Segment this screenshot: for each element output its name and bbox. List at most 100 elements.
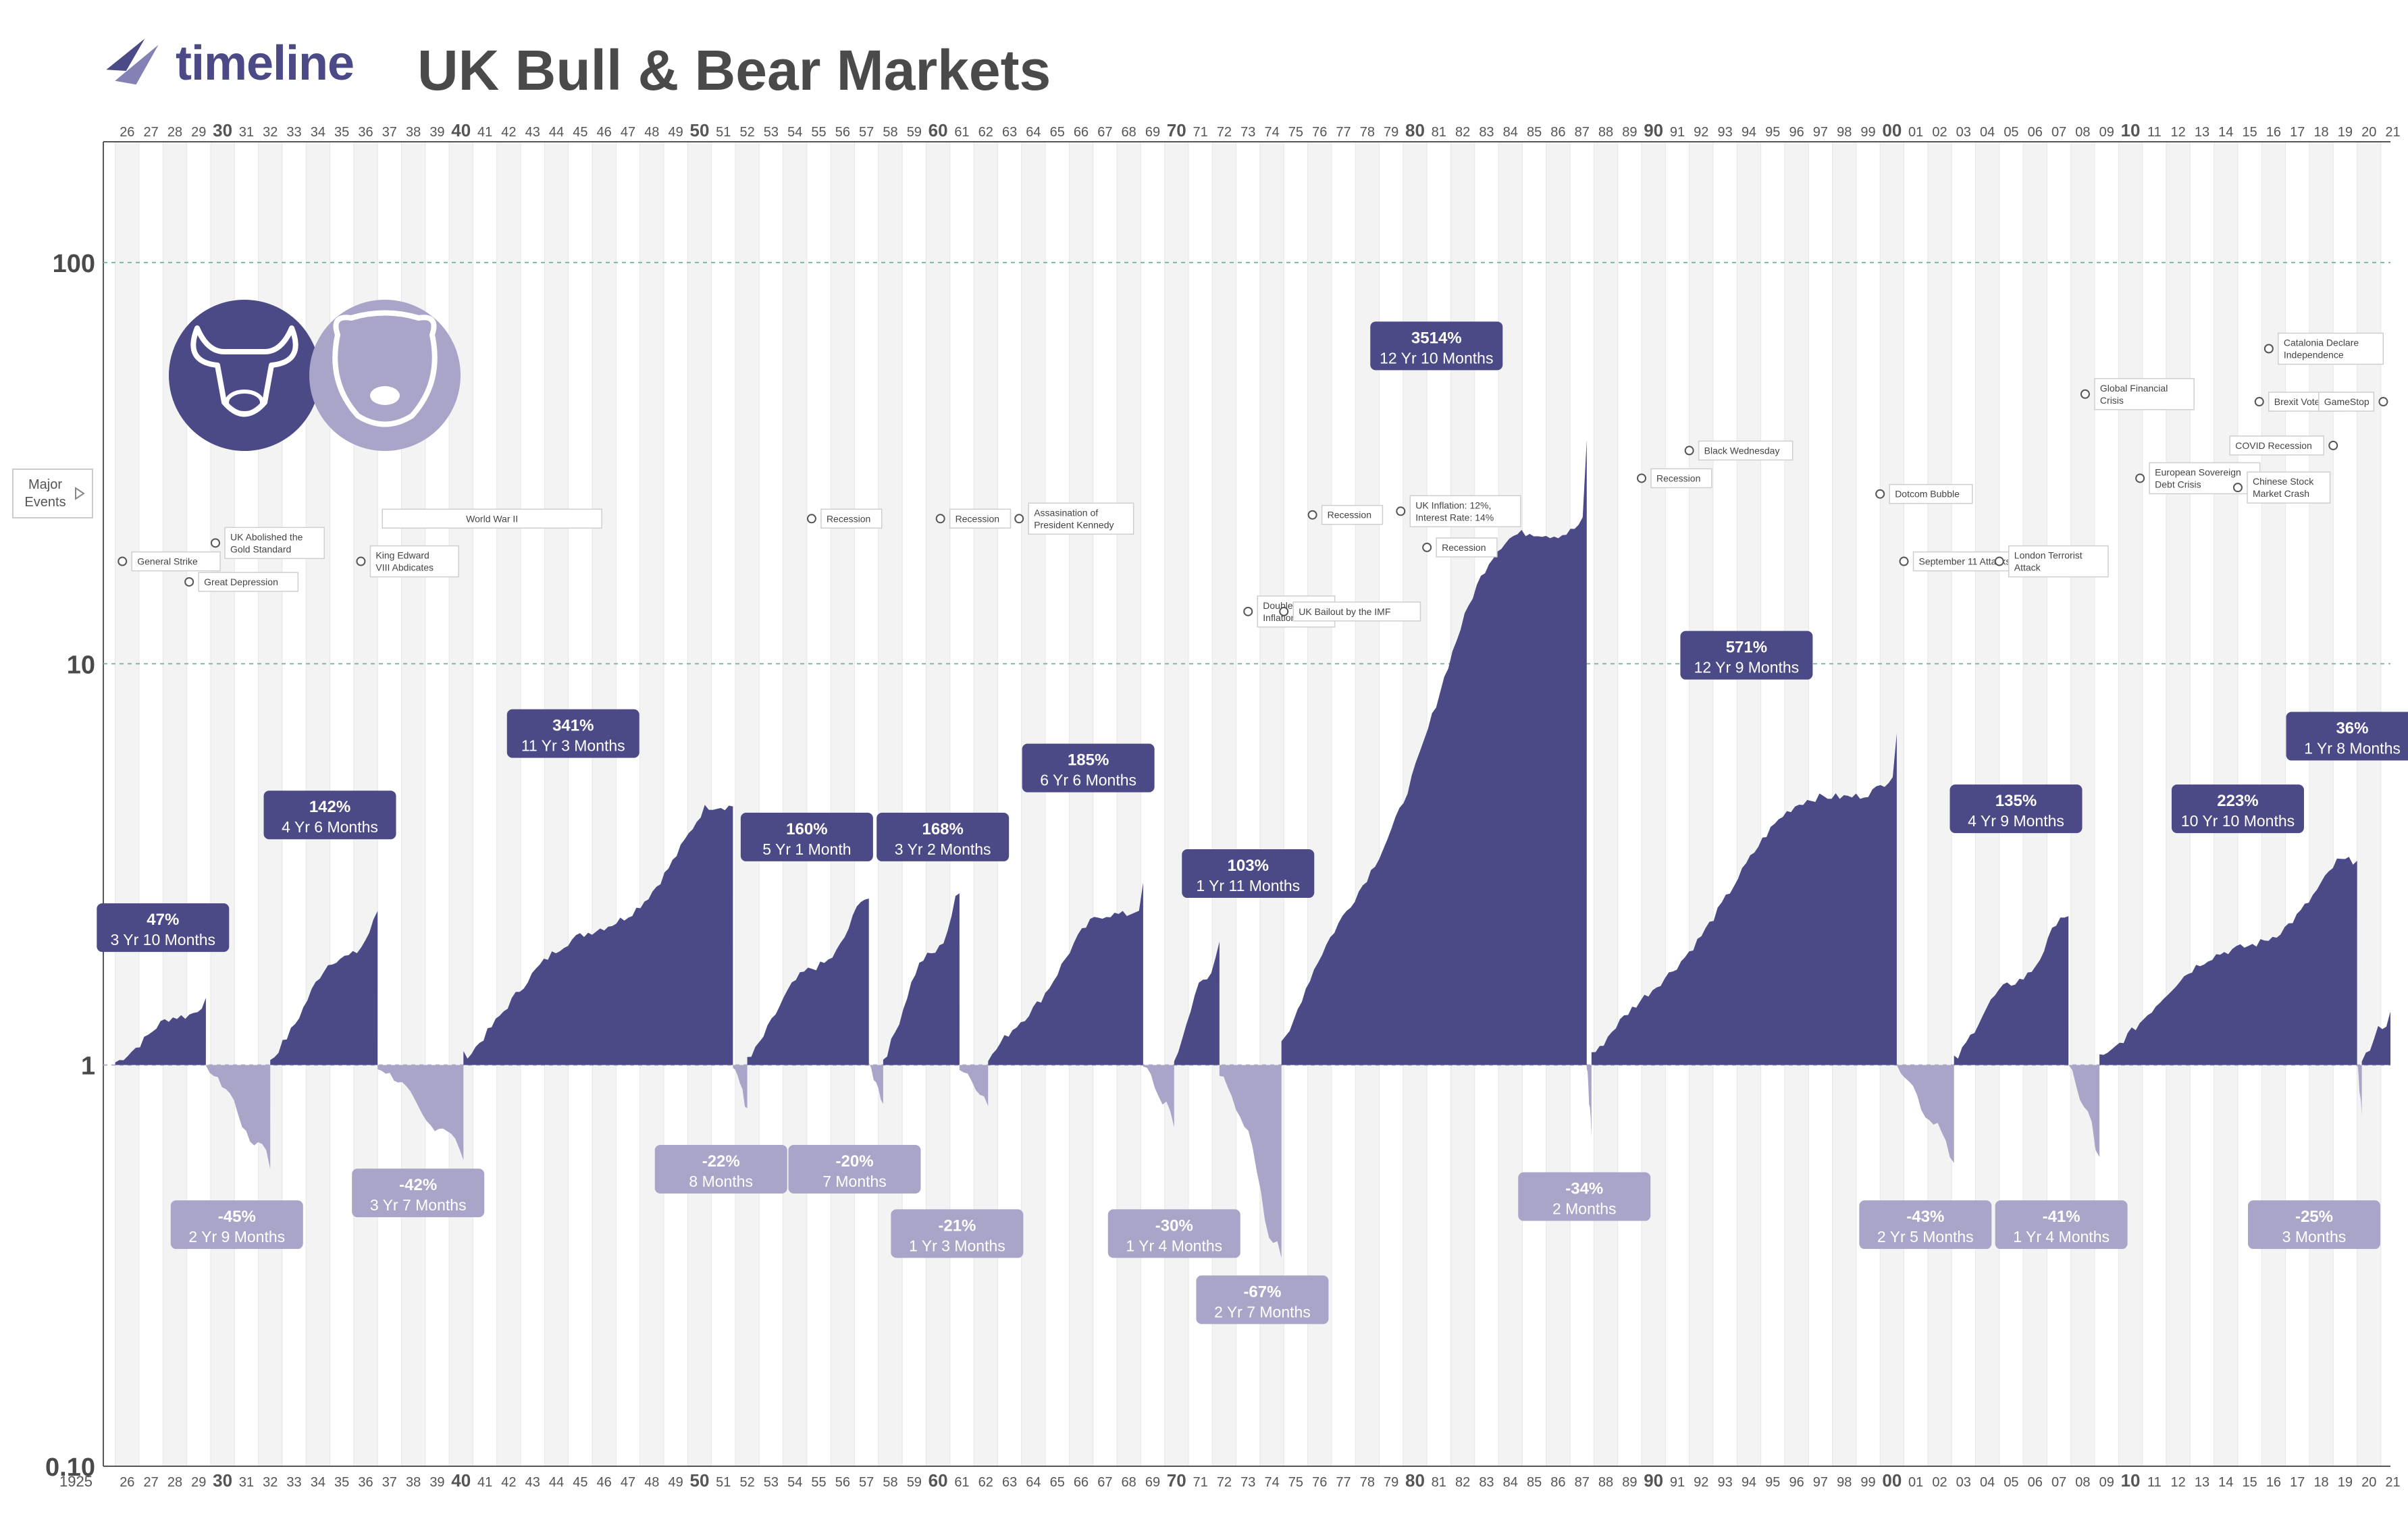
market-duration: 1 Yr 4 Months [1126, 1237, 1222, 1254]
x-tick-label-bottom: 09 [2099, 1475, 2114, 1490]
bull-market-label: 103% 1 Yr 11 Months [1182, 849, 1315, 899]
x-tick-label-bottom: 16 [2266, 1475, 2281, 1490]
x-tick-label-top: 84 [1503, 125, 1518, 140]
x-tick-label-top: 21 [2385, 125, 2400, 140]
event-text: UK Bailout by the IMF [1299, 606, 1390, 617]
event-text: King Edward [375, 550, 429, 561]
x-tick-label-bottom: 71 [1193, 1475, 1208, 1490]
x-tick-label-bottom: 84 [1503, 1475, 1518, 1490]
market-duration: 1 Yr 4 Months [2013, 1228, 2110, 1245]
x-tick-label-top: 05 [2004, 125, 2018, 140]
event-annotation: Recession [1307, 504, 1384, 525]
x-tick-label-bottom: 40 [451, 1470, 471, 1491]
x-tick-label-top: 89 [1622, 125, 1637, 140]
x-tick-label-top: 81 [1432, 125, 1446, 140]
x-tick-label-bottom: 83 [1479, 1475, 1494, 1490]
x-tick-label-top: 43 [525, 125, 540, 140]
x-tick-label-bottom: 92 [1694, 1475, 1708, 1490]
x-tick-label-top: 98 [1837, 125, 1852, 140]
x-tick-label-bottom: 13 [2195, 1475, 2209, 1490]
bear-nose [370, 386, 400, 405]
x-tick-label-top: 26 [120, 125, 134, 140]
play-icon [75, 487, 85, 500]
x-tick-label-bottom: 81 [1432, 1475, 1446, 1490]
market-duration: 4 Yr 6 Months [282, 818, 378, 836]
label-box [1949, 784, 2083, 834]
x-tick-label-top: 50 [689, 120, 709, 140]
event-annotation: Catalonia Declare Independence [2263, 332, 2384, 365]
event-marker [117, 556, 128, 566]
event-box [224, 527, 325, 560]
x-tick-label-top: 67 [1097, 125, 1112, 140]
year-band [1117, 142, 1141, 1466]
year-band [831, 142, 855, 1466]
year-band [1212, 142, 1236, 1466]
event-marker [2080, 389, 2090, 399]
event-box [1409, 495, 1521, 528]
event-box [131, 551, 221, 572]
label-box [1680, 631, 1813, 680]
x-tick-label-bottom: 52 [739, 1475, 754, 1490]
market-change: 103% [1228, 857, 1269, 875]
year-band [1069, 142, 1093, 1466]
year-band [1689, 142, 1713, 1466]
market-change: 341% [552, 717, 594, 735]
event-text: Brexit Vote [2274, 396, 2320, 407]
bear-market-label: -42% 3 Yr 7 Months [352, 1169, 485, 1218]
x-tick-label-bottom: 58 [883, 1475, 897, 1490]
event-annotation: Recession [1422, 537, 1498, 558]
x-tick-label-bottom: 95 [1765, 1475, 1780, 1490]
bear-market-label: -45% 2 Yr 9 Months [170, 1200, 303, 1250]
bear-market-label: -21% 1 Yr 3 Months [891, 1209, 1024, 1258]
year-band [926, 142, 950, 1466]
event-text: World War II [466, 513, 518, 524]
x-tick-label-top: 99 [1860, 125, 1875, 140]
event-box [820, 508, 883, 529]
market-duration: 12 Yr 10 Months [1380, 349, 1493, 367]
bull-market-label: 185% 6 Yr 6 Months [1022, 743, 1155, 793]
x-tick-label-top: 49 [669, 125, 683, 140]
bull-market-label: 223% 10 Yr 10 Months [2171, 784, 2304, 834]
event-text: Recession [956, 513, 999, 524]
bull-market-area [747, 899, 869, 1065]
year-band [2118, 142, 2143, 1466]
x-tick-label-bottom: 34 [311, 1475, 325, 1490]
market-duration: 3 Months [2282, 1228, 2347, 1245]
x-tick-label-top: 63 [1002, 125, 1017, 140]
x-tick-label-top: 11 [2147, 125, 2162, 140]
bull-market-label: 47% 3 Yr 10 Months [97, 903, 230, 953]
bear-icon [309, 300, 461, 451]
market-duration: 4 Yr 9 Months [1968, 812, 2064, 830]
x-tick-label-bottom: 91 [1670, 1475, 1685, 1490]
event-box [382, 508, 602, 529]
x-tick-label-bottom: 48 [644, 1475, 659, 1490]
market-duration: 1 Yr 11 Months [1196, 877, 1300, 894]
label-box [1196, 1275, 1329, 1324]
x-tick-label-bottom: 05 [2004, 1475, 2018, 1490]
year-band [783, 142, 807, 1466]
x-tick-label-bottom: 33 [286, 1475, 301, 1490]
event-box [1292, 601, 1421, 622]
bear-market-label: -30% 1 Yr 4 Months [1107, 1209, 1240, 1258]
x-tick-label-top: 71 [1193, 125, 1208, 140]
year-band [687, 142, 712, 1466]
event-text: European Sovereign [2155, 466, 2241, 477]
year-band [735, 142, 760, 1466]
year-band [974, 142, 998, 1466]
event-marker [2328, 440, 2338, 450]
year-band [1307, 142, 1332, 1466]
bear-market-area [2068, 1065, 2100, 1157]
x-tick-label-bottom: 90 [1644, 1470, 1663, 1491]
bull-market-label: 341% 11 Yr 3 Months [506, 709, 639, 758]
x-tick-label-bottom: 29 [191, 1475, 206, 1490]
x-tick-label-bottom: 32 [263, 1475, 278, 1490]
event-marker [184, 577, 194, 587]
x-tick-label-top: 10 [2121, 120, 2141, 140]
x-tick-label-top: 19 [2338, 125, 2353, 140]
bull-market-area [1591, 733, 1897, 1065]
bull-market-label: 142% 4 Yr 6 Months [263, 791, 396, 840]
x-tick-label-top: 18 [2313, 125, 2328, 140]
year-band [1737, 142, 1761, 1466]
event-text: Independence [2284, 350, 2344, 360]
bear-market-label: -41% 1 Yr 4 Months [1995, 1200, 2128, 1250]
